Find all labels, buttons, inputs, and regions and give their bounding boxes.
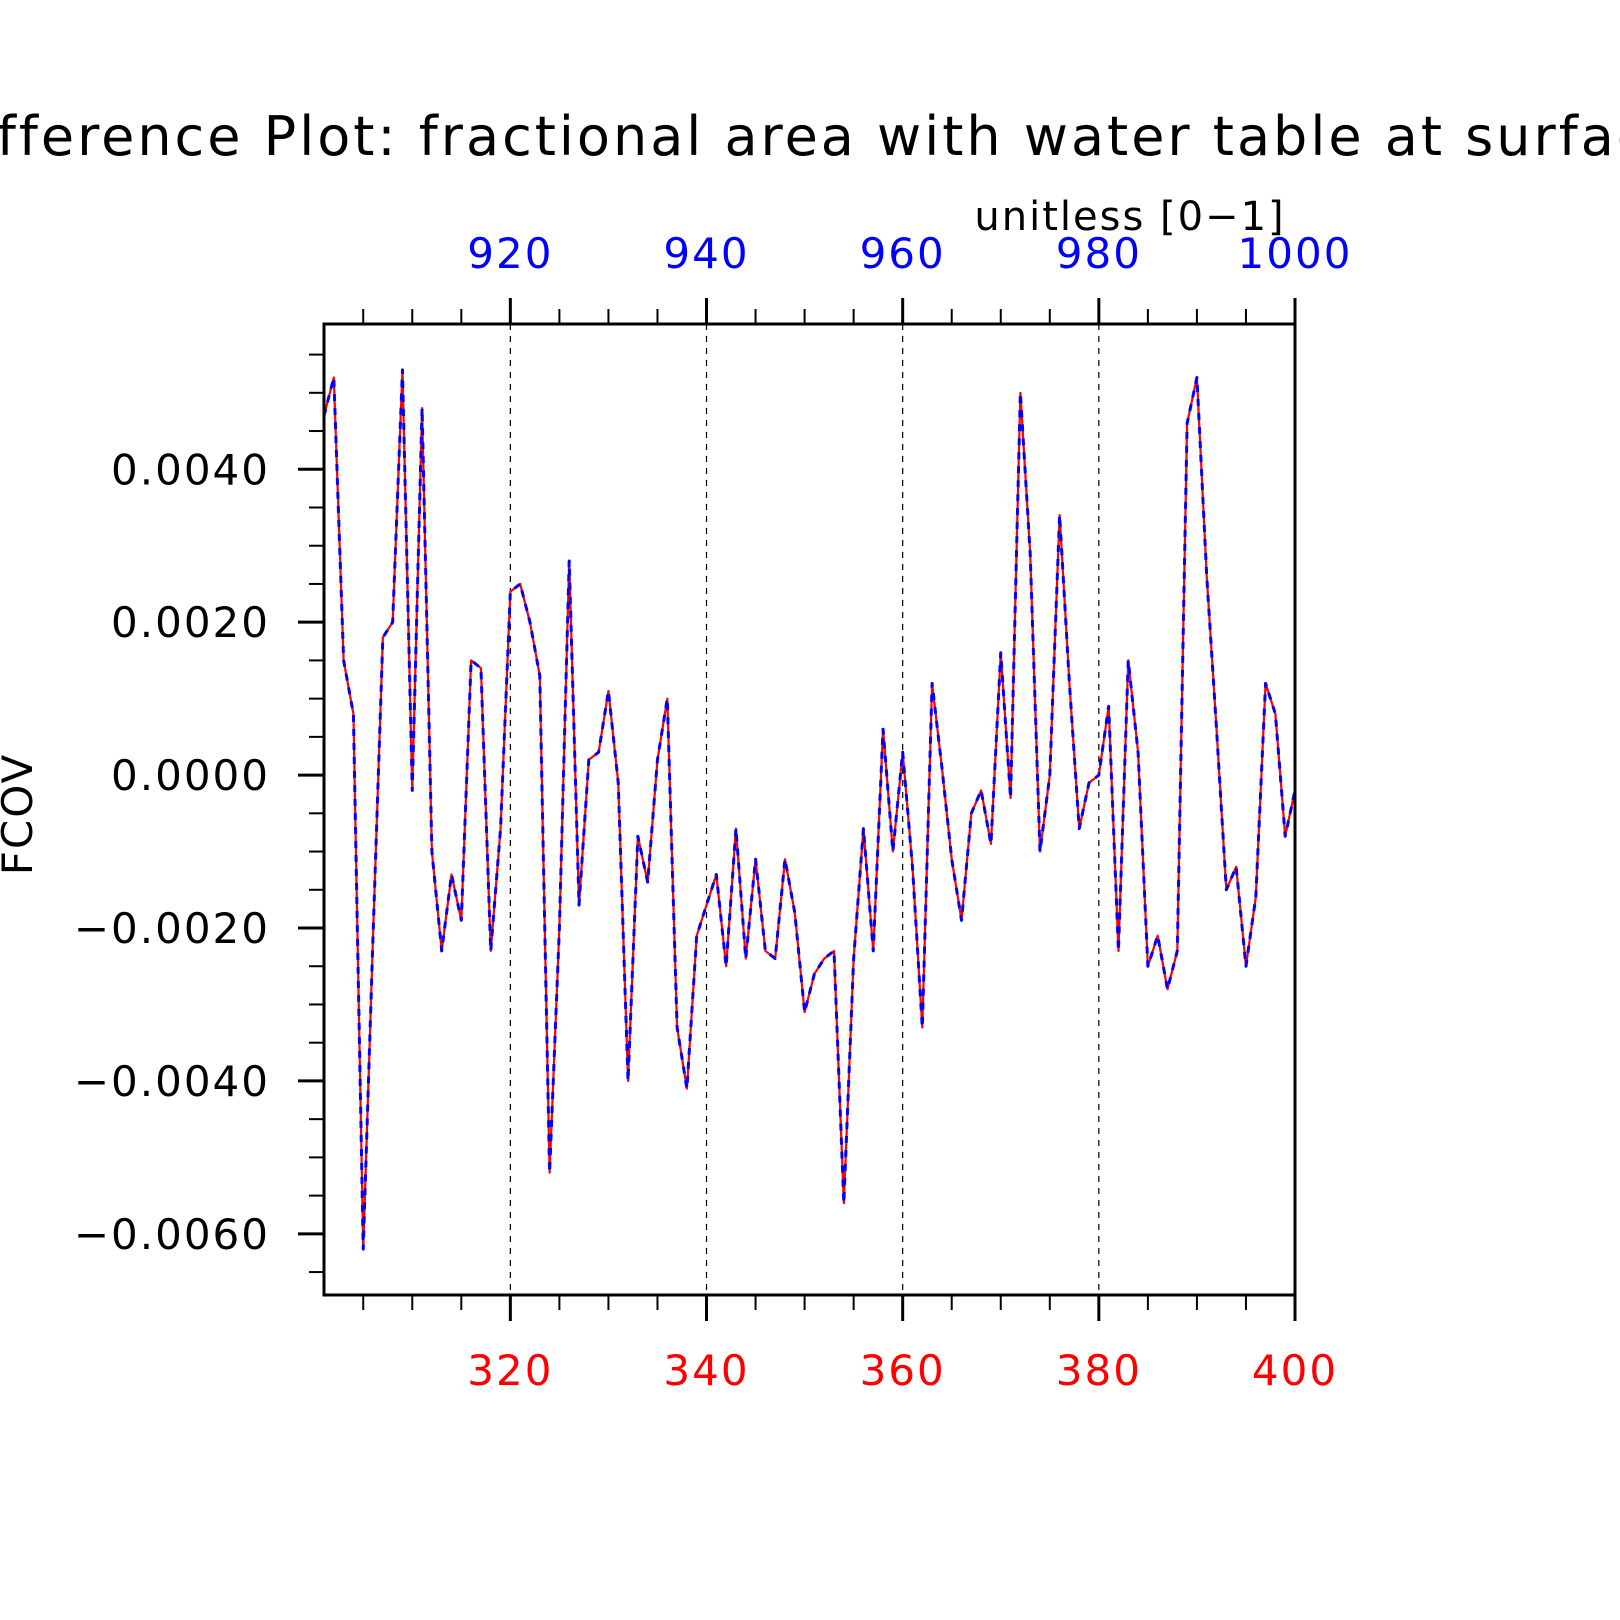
x-tick-label-bottom: 400: [1252, 1346, 1338, 1395]
chart-subtitle: unitless [0−1]: [974, 194, 1285, 240]
x-tick-label-top: 920: [467, 229, 553, 278]
y-tick-label: 0.0040: [111, 445, 270, 494]
series-layer: [322, 368, 1297, 1251]
axis-ticks: [298, 298, 1297, 1321]
x-tick-label-top: 960: [860, 229, 946, 278]
x-tick-label-bottom: 360: [860, 1346, 946, 1395]
y-tick-label: −0.0060: [74, 1210, 270, 1259]
series-line-red: [322, 368, 1297, 1251]
x-tick-label-top: 980: [1056, 229, 1142, 278]
tick-labels: 320 340 360 380 400 920 940 960 980 1000 0.0040 0.0…: [74, 229, 1353, 1395]
y-tick-label: −0.0040: [74, 1057, 270, 1106]
y-tick-label: −0.0020: [74, 904, 270, 953]
x-tick-label-bottom: 320: [467, 1346, 553, 1395]
y-axis-label: FCOV: [0, 753, 42, 876]
x-tick-label-top: 940: [663, 229, 749, 278]
y-tick-label: 0.0000: [111, 751, 270, 800]
grid-lines: [509, 324, 1100, 1295]
x-tick-label-bottom: 340: [663, 1346, 749, 1395]
y-tick-label: 0.0020: [111, 598, 270, 647]
series-line-blue: [322, 368, 1297, 1251]
chart-title: Difference Plot: fractional area with wa…: [0, 105, 1620, 168]
plot-frame: [322, 322, 1297, 1297]
x-tick-label-bottom: 380: [1056, 1346, 1142, 1395]
x-tick-label-top: 1000: [1238, 229, 1353, 278]
